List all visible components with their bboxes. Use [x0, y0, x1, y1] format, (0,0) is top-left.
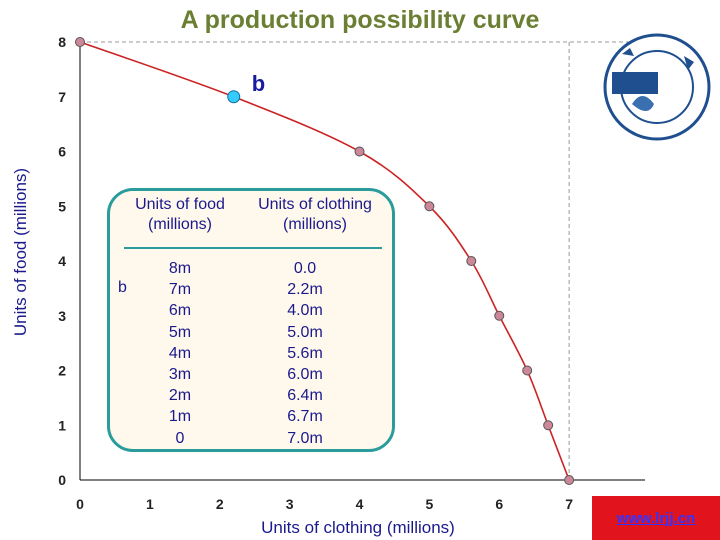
table-cell-food: 0: [175, 429, 185, 447]
y-tick-label: 1: [58, 417, 66, 433]
data-point: [424, 201, 435, 212]
y-tick-label: 4: [58, 253, 66, 269]
data-table: Units of food (millions) Units of clothi…: [107, 188, 395, 452]
y-tick-label: 8: [58, 34, 66, 50]
table-column-clothing: 0.0 2.2m 4.0m 5.0m 5.6m 6.0m 6.4m 6.7m 7.0m: [270, 258, 340, 449]
table-cell-food: 8m: [168, 260, 192, 277]
x-tick-label: 7: [565, 496, 573, 512]
axes: [79, 42, 645, 481]
table-header-clothing: Units of clothing (millions): [258, 196, 372, 233]
y-axis-label: Units of food (millions): [11, 167, 30, 337]
table-cell-clothing: 2.2m: [287, 281, 323, 299]
table-cell-food: 4m: [168, 344, 192, 362]
table-cell-food: 5m: [168, 323, 192, 341]
table-cell-clothing: 6.7m: [287, 408, 323, 426]
y-tick-label: 3: [58, 308, 66, 324]
y-tick-label: 5: [58, 198, 66, 214]
x-axis-label: Units of clothing (millions): [261, 518, 455, 537]
y-tick-label: 0: [58, 472, 66, 488]
table-cell-food: 3m: [168, 366, 192, 384]
table-header-rule: [124, 247, 382, 249]
data-point: [522, 365, 533, 376]
x-tick-label: 3: [286, 496, 294, 512]
table-cell-clothing: 5.6m: [287, 344, 323, 362]
y-tick-label: 6: [58, 144, 66, 160]
x-tick-label: 0: [76, 496, 84, 512]
x-tick-label: 1: [146, 496, 154, 512]
table-cell-food: 6m: [168, 302, 192, 320]
table-cell-food: 2m: [168, 387, 192, 405]
y-tick-label: 2: [58, 363, 66, 379]
data-point: [466, 256, 477, 266]
table-cell-clothing: 6.4m: [287, 387, 323, 405]
table-cell-clothing: 5.0m: [287, 323, 323, 341]
x-tick-label: 5: [425, 496, 433, 512]
table-cell-food: 1m: [168, 408, 192, 426]
reference-lines: [80, 41, 639, 480]
x-tick-label: 2: [216, 496, 224, 512]
data-point-highlight: [227, 90, 241, 104]
website-link[interactable]: www.lrjj.cn: [616, 509, 696, 527]
table-cell-clothing: 7.0m: [287, 429, 323, 447]
university-logo: [603, 33, 711, 141]
table-cell-clothing: 4.0m: [287, 302, 323, 320]
y-tick-label: 7: [58, 89, 66, 105]
table-row-marker: b: [118, 279, 127, 296]
website-badge[interactable]: www.lrjj.cn: [592, 496, 720, 540]
table-column-food: 8m 7m 6m 5m 4m 3m 2m 1m 0: [150, 258, 210, 449]
data-point: [494, 310, 505, 321]
x-tick-label: 4: [356, 496, 364, 512]
data-point: [75, 37, 85, 47]
table-cell-food: 7m: [168, 281, 192, 299]
table-cell-clothing: 0.0: [293, 260, 317, 277]
table-header-food: Units of food (millions): [135, 196, 225, 233]
table-cell-clothing: 6.0m: [287, 366, 323, 384]
data-points: b: [75, 37, 575, 485]
data-point: [564, 475, 575, 485]
point-label: b: [252, 71, 265, 96]
data-point: [543, 420, 554, 431]
data-point: [354, 146, 365, 157]
x-tick-label: 6: [495, 496, 503, 512]
chart-title: A production possibility curve: [180, 6, 540, 34]
